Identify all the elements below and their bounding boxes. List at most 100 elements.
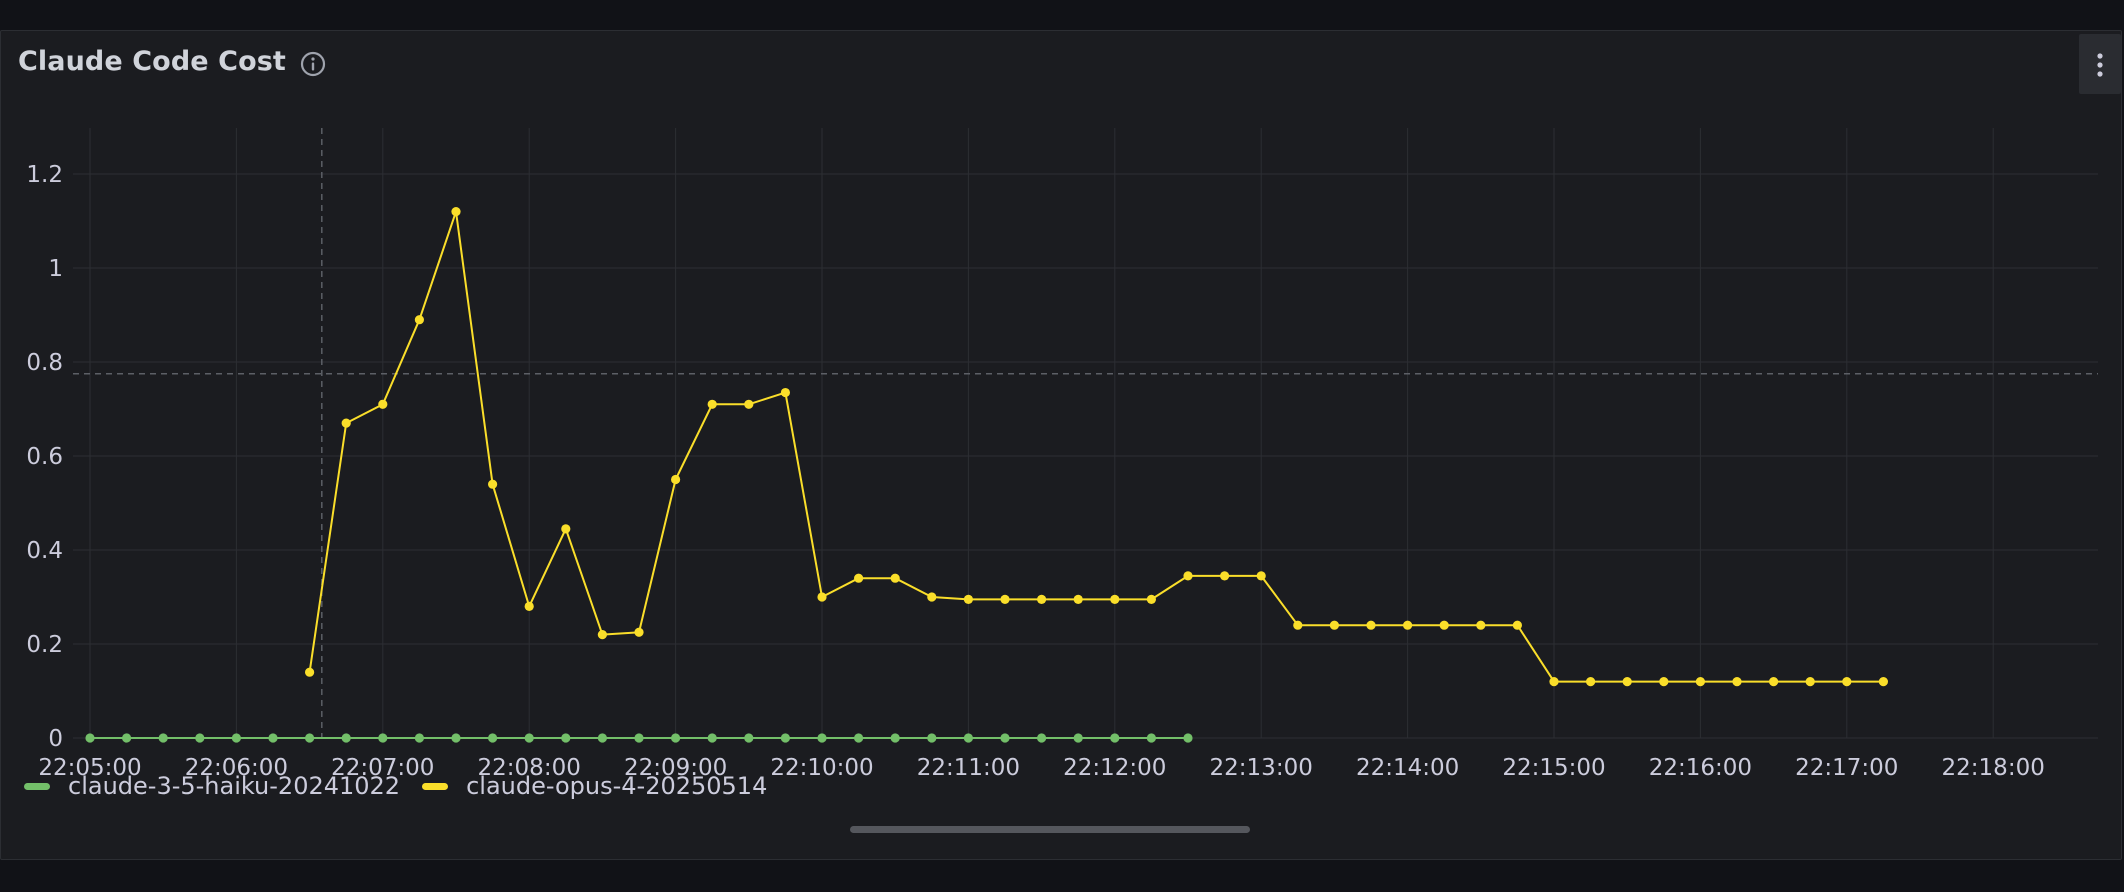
legend-swatch-opus: [422, 782, 449, 790]
data-point-haiku: [634, 733, 644, 743]
data-point-opus: [451, 207, 461, 217]
panel-header: Claude Code Cost: [1, 31, 2121, 95]
data-point-opus: [1146, 594, 1156, 604]
data-point-haiku: [414, 733, 424, 743]
data-point-opus: [634, 627, 644, 637]
x-tick-label: 22:16:00: [1649, 755, 1752, 781]
data-point-haiku: [85, 733, 95, 743]
data-point-haiku: [158, 733, 168, 743]
data-point-opus: [1695, 677, 1705, 687]
legend-swatch-haiku: [24, 782, 50, 790]
x-tick-label: 22:12:00: [1063, 755, 1166, 781]
x-tick-label: 22:17:00: [1795, 755, 1898, 781]
data-point-haiku: [780, 733, 791, 743]
data-point-haiku: [561, 733, 571, 743]
data-point-haiku: [597, 733, 608, 743]
data-point-opus: [744, 399, 754, 409]
y-tick-label: 0.2: [26, 632, 63, 658]
y-tick-label: 1: [48, 256, 63, 282]
data-point-haiku: [963, 733, 974, 743]
data-point-haiku: [341, 733, 351, 743]
data-point-haiku: [854, 733, 864, 743]
data-point-haiku: [1110, 733, 1120, 743]
data-point-opus: [414, 315, 424, 325]
x-tick-label: 22:09:00: [624, 755, 727, 781]
data-point-haiku: [1183, 733, 1193, 743]
data-point-opus: [854, 573, 864, 583]
x-tick-label: 22:15:00: [1502, 755, 1605, 781]
x-tick-label: 22:07:00: [331, 755, 434, 781]
data-point-haiku: [122, 733, 132, 743]
y-tick-label: 1.2: [26, 162, 63, 188]
data-point-opus: [341, 418, 351, 428]
legend-label-opus: claude-opus-4-20250514: [466, 772, 768, 800]
data-point-opus: [488, 479, 498, 489]
data-point-opus: [1769, 677, 1779, 687]
data-point-haiku: [744, 733, 754, 743]
data-point-haiku: [451, 733, 461, 743]
data-point-opus: [305, 667, 315, 677]
y-tick-label: 0.8: [26, 350, 63, 376]
data-point-opus: [890, 573, 900, 583]
data-point-opus: [1183, 571, 1193, 581]
data-point-opus: [1256, 571, 1266, 581]
data-point-opus: [1732, 677, 1742, 687]
data-point-opus: [1842, 677, 1852, 687]
data-point-haiku: [305, 733, 315, 743]
x-tick-label: 22:13:00: [1210, 755, 1313, 781]
data-point-opus: [524, 601, 534, 612]
y-tick-label: 0: [48, 726, 63, 752]
data-point-haiku: [1146, 733, 1156, 743]
data-point-haiku: [268, 733, 278, 743]
data-point-opus: [1878, 677, 1888, 687]
data-point-haiku: [927, 733, 937, 743]
data-point-haiku: [890, 733, 900, 743]
x-tick-label: 22:08:00: [478, 755, 581, 781]
data-point-opus: [1403, 620, 1413, 630]
data-point-opus: [707, 399, 717, 409]
data-point-haiku: [817, 733, 827, 743]
data-point-haiku: [195, 733, 205, 743]
data-point-opus: [561, 524, 571, 534]
series-line-opus: [308, 210, 1884, 683]
data-point-opus: [1586, 677, 1596, 687]
kebab-menu-icon: [2097, 53, 2103, 77]
horizontal-scrollbar[interactable]: [850, 826, 1250, 833]
data-point-opus: [1000, 594, 1010, 604]
panel-menu-button[interactable]: [2079, 34, 2121, 94]
data-point-opus: [1439, 620, 1449, 630]
data-point-opus: [1110, 594, 1120, 604]
data-point-haiku: [488, 733, 498, 743]
chart-legend: claude-3-5-haiku-20241022 claude-opus-4-…: [24, 772, 789, 800]
legend-item-opus[interactable]: claude-opus-4-20250514: [422, 772, 767, 800]
legend-item-haiku[interactable]: claude-3-5-haiku-20241022: [24, 772, 400, 800]
data-point-opus: [927, 592, 937, 602]
data-point-haiku: [524, 733, 534, 743]
data-point-opus: [671, 474, 681, 485]
data-point-opus: [963, 594, 974, 604]
y-tick-label: 0.6: [26, 444, 63, 470]
data-point-opus: [1293, 620, 1303, 630]
x-tick-label: 22:06:00: [185, 755, 288, 781]
data-point-opus: [1549, 677, 1559, 687]
data-point-opus: [1805, 677, 1815, 687]
data-point-haiku: [671, 733, 681, 743]
data-point-haiku: [707, 733, 717, 743]
data-point-haiku: [1000, 733, 1010, 743]
x-tick-label: 22:18:00: [1942, 755, 2045, 781]
y-tick-label: 0.4: [26, 538, 63, 564]
data-point-opus: [1366, 620, 1376, 630]
x-tick-label: 22:14:00: [1356, 755, 1459, 781]
x-tick-label: 22:10:00: [770, 755, 873, 781]
data-point-opus: [597, 630, 608, 640]
info-icon[interactable]: [299, 50, 327, 78]
data-point-opus: [1329, 620, 1339, 630]
data-point-haiku: [1073, 733, 1083, 743]
data-point-haiku: [1037, 733, 1047, 743]
data-point-opus: [780, 387, 791, 398]
x-tick-label: 22:11:00: [917, 755, 1020, 781]
data-point-haiku: [231, 733, 241, 743]
x-tick-label: 22:05:00: [38, 755, 141, 781]
data-point-opus: [1073, 594, 1083, 604]
